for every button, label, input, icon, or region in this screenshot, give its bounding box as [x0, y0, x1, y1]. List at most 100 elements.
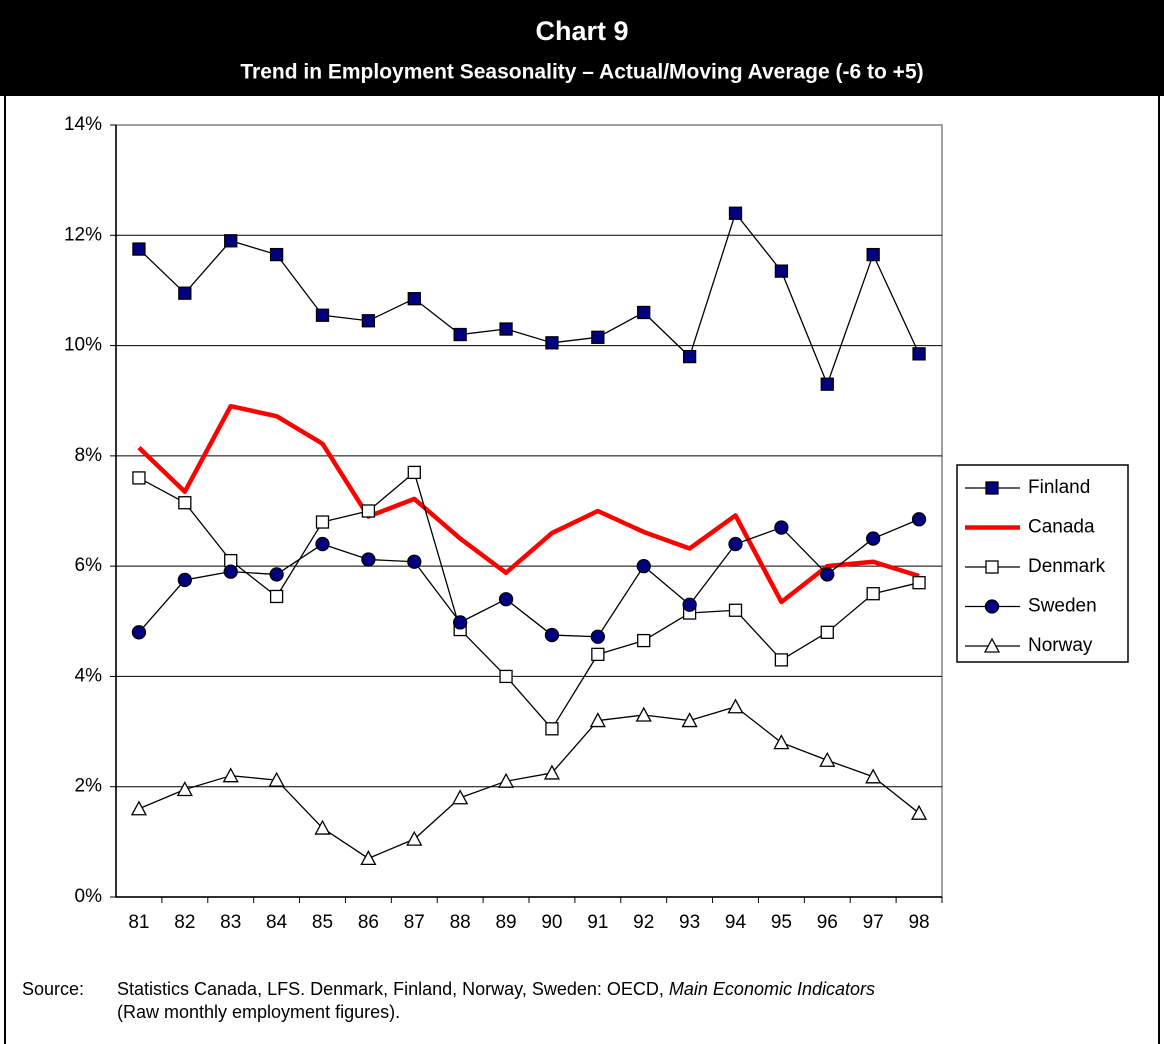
data-point	[407, 465, 421, 480]
x-tick-label: 91	[587, 912, 608, 933]
legend-marker	[983, 637, 1001, 653]
data-point	[406, 830, 423, 846]
data-point	[866, 531, 881, 546]
x-tick-label: 81	[128, 912, 149, 933]
data-point	[268, 771, 285, 787]
data-point	[774, 520, 789, 535]
y-tick-label: 14%	[64, 114, 102, 135]
data-point	[453, 615, 468, 630]
data-point	[407, 554, 422, 569]
data-point	[497, 772, 515, 788]
data-point	[820, 567, 835, 582]
data-point	[176, 781, 193, 797]
y-tick-label: 6%	[75, 555, 103, 576]
data-point	[314, 819, 331, 835]
data-point	[178, 496, 192, 510]
data-point	[866, 587, 880, 601]
x-tick-label: 88	[450, 912, 471, 933]
data-point	[269, 567, 284, 582]
data-point	[727, 698, 744, 714]
series-line	[138, 706, 920, 860]
data-point	[591, 647, 605, 662]
data-point	[499, 669, 513, 684]
legend-marker	[985, 481, 999, 495]
chart-title: Chart 9	[535, 16, 628, 46]
data-point	[315, 515, 330, 529]
data-point	[635, 706, 652, 722]
x-tick-label: 92	[633, 912, 654, 933]
source-label: Source:	[22, 979, 84, 999]
legend-marker	[985, 560, 999, 574]
x-tick-label: 93	[679, 912, 700, 933]
data-point	[773, 734, 790, 750]
data-point	[681, 712, 698, 728]
data-point	[499, 322, 513, 336]
data-point	[911, 512, 927, 527]
data-point	[591, 330, 605, 344]
x-tick-label: 97	[863, 912, 884, 933]
data-point	[544, 627, 560, 643]
source-main: Statistics Canada, LFS. Denmark, Finland…	[117, 979, 664, 999]
data-point	[130, 800, 148, 816]
data-point	[912, 347, 926, 361]
data-point	[545, 722, 559, 736]
header-bar	[0, 0, 1164, 96]
y-tick-label: 0%	[75, 886, 103, 907]
x-tick-label: 98	[908, 912, 929, 933]
y-tick-label: 12%	[64, 224, 102, 245]
data-point	[452, 789, 469, 805]
series-line	[137, 403, 920, 605]
data-point	[498, 592, 514, 607]
data-point	[543, 764, 561, 780]
legend-label: Norway	[1028, 635, 1093, 656]
data-point	[637, 633, 651, 648]
data-point	[545, 336, 559, 350]
data-point	[407, 292, 421, 306]
x-tick-label: 90	[541, 912, 562, 933]
data-point	[223, 564, 238, 579]
x-tick-label: 86	[358, 912, 379, 933]
data-point	[132, 471, 146, 485]
x-tick-label: 94	[725, 912, 747, 933]
legend-label: Denmark	[1028, 556, 1106, 577]
legend-label: Sweden	[1028, 596, 1097, 617]
y-tick-label: 10%	[64, 335, 102, 356]
x-tick-label: 87	[404, 912, 425, 933]
data-point	[774, 653, 789, 667]
data-point	[360, 850, 377, 866]
x-tick-label: 84	[266, 912, 288, 933]
series-line	[138, 471, 920, 730]
y-tick-label: 4%	[75, 665, 103, 686]
data-point	[682, 597, 697, 612]
x-tick-label: 96	[817, 912, 838, 933]
x-tick-label: 85	[312, 912, 333, 933]
y-tick-label: 8%	[75, 445, 103, 466]
data-point	[728, 536, 743, 552]
series-line	[138, 518, 920, 638]
data-point	[177, 572, 192, 588]
x-tick-label: 83	[220, 912, 241, 933]
data-point	[269, 589, 284, 604]
data-point	[315, 308, 330, 322]
legend-label: Canada	[1028, 517, 1095, 538]
data-point	[682, 349, 697, 364]
legend-label: Finland	[1028, 477, 1090, 498]
x-tick-label: 95	[771, 912, 792, 933]
y-tick-label: 2%	[75, 776, 103, 797]
data-point	[590, 629, 605, 644]
data-point	[222, 767, 239, 783]
data-point	[361, 504, 376, 518]
data-point	[912, 576, 926, 590]
x-tick-label: 89	[495, 912, 516, 933]
data-point	[728, 603, 743, 617]
plot-area	[115, 124, 943, 898]
data-point	[866, 247, 880, 262]
data-point	[315, 536, 330, 552]
data-point	[636, 558, 651, 574]
data-point	[865, 768, 882, 784]
chart-subtitle: Trend in Employment Seasonality – Actual…	[240, 61, 923, 84]
source-text-2: (Raw monthly employment figures).	[117, 1002, 400, 1022]
data-point	[910, 804, 928, 820]
data-point	[269, 247, 284, 262]
series-line	[138, 212, 920, 385]
